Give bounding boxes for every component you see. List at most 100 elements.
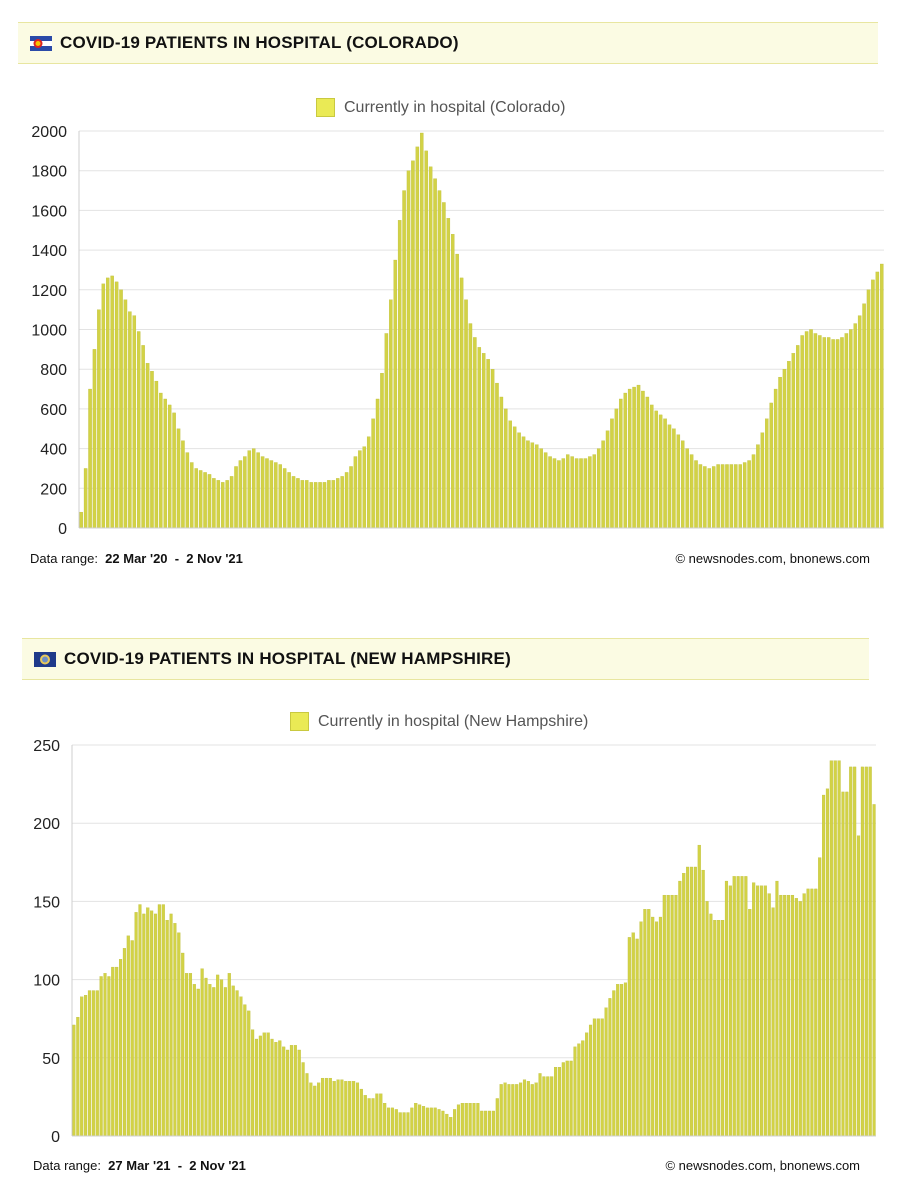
bar[interactable] — [557, 460, 561, 529]
bar[interactable] — [601, 440, 605, 529]
bar[interactable] — [480, 1110, 484, 1137]
bar[interactable] — [260, 456, 265, 529]
bar[interactable] — [880, 263, 884, 529]
bar[interactable] — [87, 990, 92, 1137]
bar[interactable] — [857, 315, 862, 529]
bar[interactable] — [822, 794, 826, 1137]
bar[interactable] — [163, 398, 167, 529]
bar[interactable] — [818, 335, 822, 529]
bar[interactable] — [748, 909, 752, 1137]
bar[interactable] — [742, 462, 747, 529]
bar[interactable] — [161, 904, 165, 1137]
bar[interactable] — [390, 1107, 394, 1137]
bar[interactable] — [588, 1024, 593, 1137]
bar[interactable] — [490, 369, 495, 529]
bar[interactable] — [508, 420, 512, 529]
bar[interactable] — [114, 281, 119, 529]
bar[interactable] — [384, 333, 389, 529]
bar[interactable] — [787, 894, 791, 1137]
bar[interactable] — [605, 430, 610, 529]
bar[interactable] — [414, 1103, 418, 1137]
bar[interactable] — [274, 462, 278, 529]
bar[interactable] — [554, 1067, 558, 1137]
bar[interactable] — [185, 452, 190, 529]
bar[interactable] — [636, 384, 641, 529]
bar[interactable] — [188, 973, 193, 1137]
bar[interactable] — [491, 1110, 495, 1137]
bar[interactable] — [352, 1081, 356, 1137]
bar[interactable] — [705, 901, 709, 1137]
bar[interactable] — [231, 985, 235, 1137]
bar[interactable] — [420, 132, 424, 529]
bar[interactable] — [301, 1062, 305, 1137]
bar[interactable] — [721, 920, 725, 1137]
bar[interactable] — [767, 893, 771, 1137]
bar[interactable] — [203, 472, 207, 529]
bar[interactable] — [367, 1098, 371, 1137]
bar[interactable] — [204, 977, 208, 1137]
bar[interactable] — [247, 450, 252, 529]
bar[interactable] — [570, 456, 574, 529]
bar[interactable] — [274, 1042, 278, 1137]
bar[interactable] — [398, 1112, 402, 1137]
bar[interactable] — [88, 388, 92, 529]
bar[interactable] — [278, 1040, 282, 1137]
bar[interactable] — [841, 791, 845, 1137]
bar[interactable] — [128, 311, 132, 529]
bar[interactable] — [460, 1103, 464, 1137]
bar[interactable] — [477, 347, 482, 529]
bar[interactable] — [286, 1049, 290, 1137]
bar[interactable] — [254, 1038, 259, 1137]
bar[interactable] — [600, 1018, 604, 1137]
bar[interactable] — [566, 454, 570, 529]
bar[interactable] — [526, 1081, 530, 1137]
bar[interactable] — [421, 1106, 426, 1137]
bar[interactable] — [627, 388, 632, 529]
bar[interactable] — [446, 218, 451, 529]
bar[interactable] — [441, 1110, 445, 1137]
bar[interactable] — [667, 424, 672, 529]
bar[interactable] — [126, 935, 130, 1137]
bar[interactable] — [92, 349, 97, 529]
bar[interactable] — [358, 450, 362, 529]
bar[interactable] — [429, 1107, 433, 1137]
bar[interactable] — [875, 271, 880, 529]
bar[interactable] — [732, 876, 736, 1137]
bar[interactable] — [666, 894, 670, 1137]
bar[interactable] — [415, 146, 420, 529]
bar[interactable] — [711, 466, 716, 529]
bar[interactable] — [720, 464, 725, 529]
bar[interactable] — [535, 444, 539, 529]
bar[interactable] — [293, 1045, 297, 1137]
bar[interactable] — [495, 1098, 499, 1137]
bar[interactable] — [313, 1085, 317, 1137]
bar[interactable] — [782, 369, 787, 529]
bar[interactable] — [190, 462, 194, 529]
bar[interactable] — [697, 844, 701, 1137]
bar[interactable] — [810, 888, 814, 1137]
bar[interactable] — [473, 337, 477, 529]
bar[interactable] — [169, 913, 173, 1137]
bar[interactable] — [320, 1077, 325, 1137]
bar[interactable] — [101, 283, 106, 529]
bar[interactable] — [543, 452, 548, 529]
bar[interactable] — [455, 253, 459, 529]
bar[interactable] — [328, 1077, 332, 1137]
bar[interactable] — [433, 1107, 437, 1137]
bar[interactable] — [103, 973, 107, 1137]
bar[interactable] — [829, 760, 833, 1137]
bar[interactable] — [685, 448, 689, 529]
bar[interactable] — [297, 1049, 301, 1137]
bar[interactable] — [172, 412, 176, 529]
bar[interactable] — [693, 866, 697, 1137]
bar[interactable] — [141, 345, 145, 529]
bar[interactable] — [234, 466, 238, 529]
bar[interactable] — [639, 921, 643, 1137]
bar[interactable] — [154, 380, 159, 529]
bar[interactable] — [318, 482, 322, 529]
bar[interactable] — [504, 408, 508, 529]
bar[interactable] — [672, 428, 676, 529]
bar[interactable] — [270, 1038, 274, 1137]
bar[interactable] — [296, 478, 300, 529]
bar[interactable] — [313, 482, 318, 529]
